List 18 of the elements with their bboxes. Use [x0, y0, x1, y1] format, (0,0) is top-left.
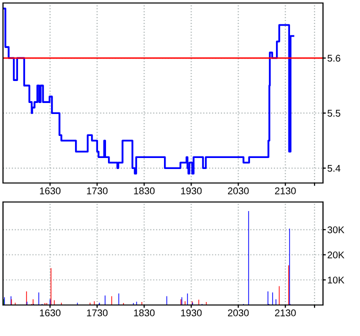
y-tick-label: 30K: [328, 226, 344, 234]
x-tick-label: 2130: [275, 309, 296, 316]
x-tick-label: 2030: [228, 309, 249, 316]
x-tick-label: 2030: [228, 187, 249, 194]
x-tick-label: 1730: [87, 309, 108, 316]
x-tick-label: 1830: [134, 187, 155, 194]
y-tick-label: 5.5: [328, 110, 340, 117]
x-tick-label: 1630: [40, 309, 60, 316]
x-tick-label: 2130: [275, 187, 296, 194]
x-tick-label: 1830: [134, 309, 155, 316]
x-tick-label: 1730: [87, 187, 108, 194]
y-tick-label: 5.4: [328, 164, 340, 172]
x-tick-label: 1930: [181, 309, 202, 316]
y-tick-label: 10K: [328, 276, 344, 284]
y-tick-label: 20K: [328, 251, 344, 258]
x-tick-label: 1930: [181, 187, 202, 194]
x-tick-label: 1630: [40, 187, 60, 194]
y-tick-label: 5.6: [328, 54, 340, 62]
